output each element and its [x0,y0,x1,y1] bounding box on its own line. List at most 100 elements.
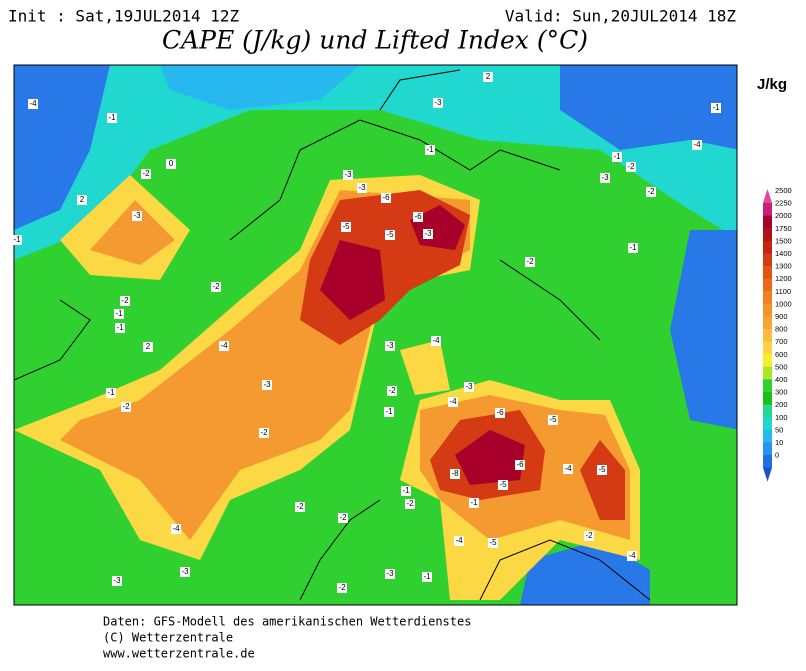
contour-label-box [211,282,221,292]
map [14,65,737,605]
contour-label-box [448,397,458,407]
colorbar-label: 50 [775,425,783,434]
contour-label: -3 [113,576,121,585]
colorbar-label: 2250 [775,199,792,208]
contour-label: -2 [121,296,129,305]
contour-label-box [425,145,435,155]
contour-label: -2 [122,402,130,411]
colorbar-segment [763,404,772,418]
contour-label-box [646,187,656,197]
colorbar-label: 100 [775,413,788,422]
colorbar-segment [763,442,772,456]
contour-label-box [166,159,176,169]
contour-label: -4 [628,551,636,560]
contour-label-box [413,212,423,222]
colorbar-label: 1100 [775,287,791,296]
contour-label: -5 [598,465,606,474]
contour-label-box [627,551,637,561]
colorbar-label: 1200 [775,274,792,283]
contour-label: -1 [108,113,116,122]
contour-label-box [107,113,117,123]
contour-label-box [488,538,498,548]
colorbar-segment [763,379,772,393]
contour-label-box [469,498,479,508]
contour-label-box [422,572,432,582]
colorbar-label: 10 [775,438,783,447]
colorbar-segment [763,316,772,330]
colorbar-segment [763,417,772,431]
contour-label: -5 [386,230,394,239]
contour-label: -4 [29,99,37,108]
contour-label-box [114,309,124,319]
contour-label-box [692,140,702,150]
colorbar-segment [763,329,772,343]
contour-label: -3 [386,569,394,578]
colorbar-segment [763,455,772,469]
colorbar-segment [763,228,772,242]
colorbar-label: 300 [775,388,788,397]
contour-label-box [454,536,464,546]
contour-label: 0 [169,159,174,168]
contour-label-box [337,583,347,593]
colorbar-segment [763,467,772,482]
contour-label: -6 [414,212,422,221]
contour-label: -3 [181,567,189,576]
contour-label: -4 [455,536,463,545]
contour-label: 2 [486,72,491,81]
contour-label: -6 [496,408,504,417]
contour-label: -2 [647,187,655,196]
contour-label: -2 [406,499,414,508]
contour-label-box [384,407,394,417]
colorbar-label: 1300 [775,262,792,271]
colorbar-label: 2500 [775,186,792,195]
contour-label-box [525,257,535,267]
contour-label: -1 [402,486,410,495]
colorbar-segment [763,303,772,317]
contour-label: -2 [339,513,347,522]
contour-label: -4 [564,464,572,473]
footer-line: (C) Wetterzentrale [103,631,233,645]
colorbar-segment [763,266,772,280]
contour-label-box [628,243,638,253]
contour-label: -6 [516,460,524,469]
contour-label-box [498,480,508,490]
contour-label: -4 [432,336,440,345]
contour-label: -3 [424,229,432,238]
contour-label: -5 [549,415,557,424]
contour-label: -1 [613,152,621,161]
contour-label-box [387,386,397,396]
colorbar-segment [763,392,772,406]
cyan-area [14,65,737,260]
contour-label-box [115,323,125,333]
contour-label-box [12,235,22,245]
contour-label: -2 [388,386,396,395]
contour-label-box [385,230,395,240]
contour-label: -1 [629,243,637,252]
footer-line: Daten: GFS-Modell des amerikanischen Wet… [103,615,471,629]
contour-label-box [295,502,305,512]
contour-label-box [495,408,505,418]
colorbar-label: 1750 [775,224,792,233]
contour-label-box [141,169,151,179]
contour-label-box [483,72,493,82]
colorbar-segment [763,429,772,443]
colorbar-label: 1000 [775,299,792,308]
contour-label-box [112,576,122,586]
colorbar-segment [763,341,772,355]
contour-label: -1 [426,145,434,154]
legend-unit: J/kg [757,76,787,93]
contour-label: -1 [13,235,21,244]
contour-label: -5 [342,222,350,231]
valid-time: Valid: Sun,20JUL2014 18Z [505,7,737,26]
contour-label: -2 [260,428,268,437]
colorbar-segment [763,215,772,229]
contour-label: -2 [338,583,346,592]
contour-label: 2 [80,195,85,204]
contour-label-box [423,229,433,239]
contour-label-box [385,569,395,579]
contour-label-box [180,567,190,577]
colorbar-label: 1400 [775,249,792,258]
colorbar-label: 500 [775,362,788,371]
contour-label: -1 [470,498,478,507]
contour-label: -3 [601,173,609,182]
